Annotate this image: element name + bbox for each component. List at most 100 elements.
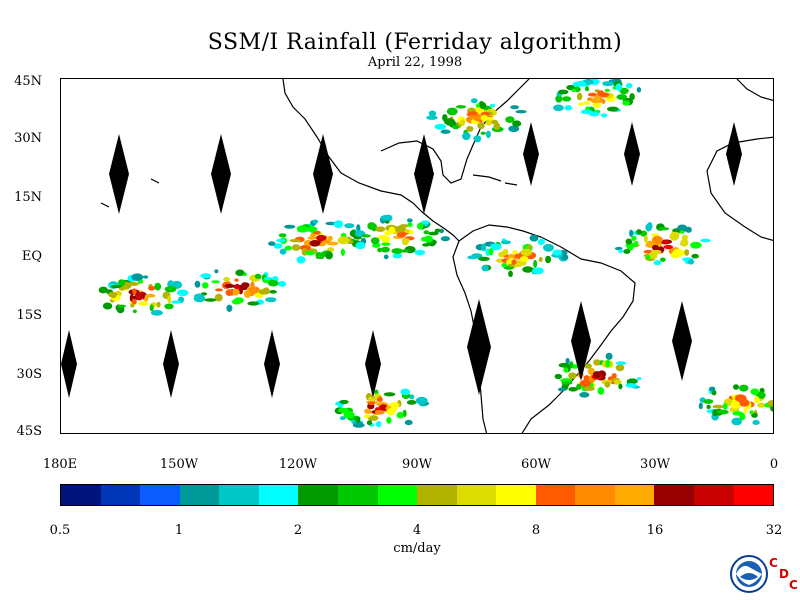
rain-cell	[284, 224, 296, 229]
rain-cell	[248, 286, 259, 294]
rain-cell	[473, 114, 482, 122]
rain-cell	[309, 240, 321, 247]
rain-cell	[637, 377, 642, 381]
rain-cell	[584, 363, 592, 369]
rain-cell	[597, 387, 605, 395]
rain-cell	[706, 404, 711, 410]
rain-cell	[593, 359, 601, 366]
rain-cell	[399, 224, 409, 228]
rain-cell	[131, 273, 144, 281]
rain-cell	[344, 223, 355, 229]
cdc-letter-3: C	[789, 578, 798, 592]
rain-cell	[519, 256, 529, 262]
map-title: SSM/I Rainfall (Ferriday algorithm)	[207, 30, 623, 55]
rain-cell	[415, 396, 428, 405]
lon-label-150w: 150W	[159, 457, 199, 472]
rain-cell	[733, 384, 739, 390]
rain-cell	[508, 270, 513, 278]
rain-cell	[576, 383, 582, 390]
rain-cell	[601, 98, 606, 104]
rain-cell	[327, 235, 333, 242]
rain-cell	[396, 412, 404, 419]
rain-cell	[108, 291, 118, 298]
colorbar-swatch	[140, 485, 180, 505]
rain-cell	[625, 238, 632, 245]
colorbar-swatch	[535, 485, 576, 505]
rain-cell	[532, 267, 544, 275]
colorbar-tick-1: 1	[174, 523, 184, 538]
rain-cell	[604, 381, 611, 388]
rain-cell	[118, 279, 126, 287]
rain-cell	[148, 285, 156, 291]
rain-cell	[502, 249, 509, 256]
rain-cell	[204, 298, 217, 302]
rain-cell	[652, 244, 659, 251]
rain-cell	[150, 309, 163, 316]
rain-cell	[428, 110, 437, 117]
rain-cell	[366, 420, 373, 426]
colorbar-swatch	[733, 485, 774, 505]
rain-cell	[352, 422, 365, 428]
rain-cell	[242, 282, 250, 288]
rain-cell	[289, 239, 301, 243]
rain-cell	[481, 243, 487, 252]
colorbar-swatch	[654, 485, 694, 505]
rain-cell	[424, 235, 433, 243]
rain-cell	[214, 269, 219, 274]
data-gap-diamond	[414, 134, 434, 214]
rain-cell	[404, 229, 410, 234]
rain-cell	[154, 282, 162, 291]
colorbar-swatch	[694, 485, 734, 505]
data-gap-diamond	[365, 330, 381, 398]
coast-north-america-west	[282, 79, 422, 212]
rain-cell	[739, 399, 750, 407]
rain-cell	[629, 229, 634, 237]
rain-cell	[508, 125, 520, 133]
data-gap-diamond	[523, 122, 539, 186]
rain-cell	[258, 289, 271, 295]
lon-label-120w: 120W	[278, 457, 318, 472]
rain-cell	[712, 404, 724, 409]
rain-cell	[512, 250, 518, 255]
lon-label-60w: 60W	[521, 457, 551, 472]
rain-cell	[326, 241, 339, 246]
rain-cell	[347, 240, 354, 244]
rain-cell	[520, 248, 533, 257]
rain-cell	[767, 400, 773, 407]
rain-cell	[338, 407, 349, 413]
rain-cell	[339, 399, 349, 405]
rain-cell	[651, 235, 663, 244]
rain-cell	[558, 89, 569, 95]
rain-cell	[629, 93, 635, 101]
rain-cell	[626, 243, 634, 251]
rain-cell	[578, 102, 584, 106]
pacific-islands	[100, 178, 160, 208]
rain-cell	[422, 243, 430, 247]
rain-cell	[558, 362, 571, 368]
rain-cell	[462, 132, 471, 141]
rain-cell	[223, 277, 230, 282]
rain-cell	[562, 96, 572, 102]
rain-cell	[576, 92, 583, 101]
rain-cell	[480, 114, 488, 122]
rain-cell	[98, 286, 108, 294]
data-gap-diamond	[211, 134, 231, 214]
rain-cell	[743, 407, 748, 414]
rain-cell	[265, 297, 277, 303]
rain-cell	[142, 275, 149, 279]
rain-cell	[552, 249, 562, 256]
rain-cell	[485, 130, 491, 139]
rain-cell	[446, 107, 458, 116]
rain-cell	[428, 231, 439, 236]
rain-cell	[479, 102, 487, 110]
rain-cell	[467, 255, 478, 260]
colorbar-tick-8: 8	[531, 523, 541, 538]
rain-cell	[607, 106, 619, 112]
data-gap-diamond	[467, 299, 491, 395]
rain-cell	[377, 397, 383, 402]
rain-cell	[753, 396, 760, 404]
rain-cell	[340, 248, 345, 256]
rain-cell	[226, 304, 233, 312]
noaa-logo-icon	[730, 555, 768, 593]
rain-cell	[501, 263, 508, 268]
